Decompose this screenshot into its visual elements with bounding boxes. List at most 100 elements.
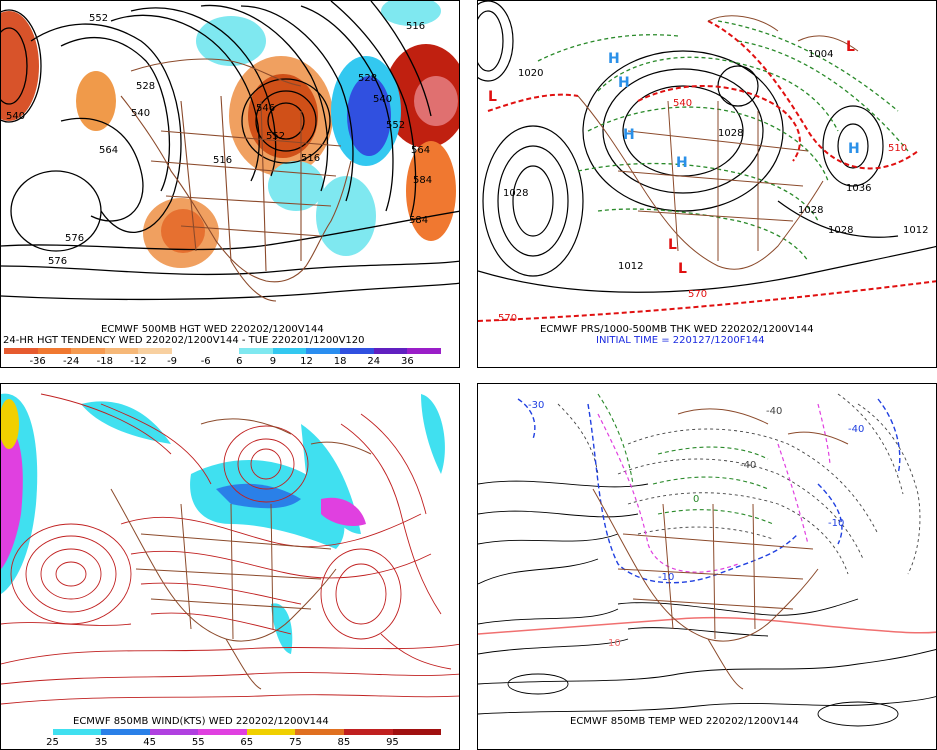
panel-title: ECMWF 500MB HGT WED 220202/1200V144 xyxy=(101,324,324,335)
map-850mb-wind xyxy=(1,393,459,705)
tendency-fill xyxy=(381,1,441,26)
map-pressure-thickness: H H H H H L L L L 1028 1028 1020 1012 10… xyxy=(478,1,936,324)
colorbar-tick-label: -12 xyxy=(130,356,147,367)
colorbar-swatch xyxy=(246,729,296,735)
streamlines xyxy=(1,393,459,705)
colorbar-swatch xyxy=(71,348,105,354)
contour-label: 1012 xyxy=(903,225,928,236)
panel-title: ECMWF 850MB WIND(KTS) WED 220202/1200V14… xyxy=(73,716,329,727)
pressure-centers: H H H H H L L L L xyxy=(488,39,860,277)
contour-label: 540 xyxy=(673,98,692,109)
contour-label: 552 xyxy=(266,131,285,142)
colorbar-tick-label: 9 xyxy=(269,356,277,367)
contour-label: 576 xyxy=(48,256,67,267)
contour-labels: 552 516 528 540 546 516 564 528 540 552 … xyxy=(6,13,432,267)
colorbar-swatch xyxy=(101,729,150,735)
colorbar-swatch xyxy=(205,348,240,354)
colorbar-swatch xyxy=(37,348,72,354)
contour-label: 1020 xyxy=(518,68,543,79)
wind-speed-fill xyxy=(1,399,19,449)
contour-label: 1012 xyxy=(618,261,643,272)
wind-speed-fill xyxy=(216,483,301,509)
wind-speed-colorbar-ticks: 25 35 45 55 65 75 85 95 xyxy=(4,737,441,749)
panel-500mb-height: 552 516 528 540 546 516 564 528 540 552 … xyxy=(0,0,460,368)
colorbar-tick-label: -9 xyxy=(167,356,178,367)
colorbar-swatch xyxy=(138,348,173,354)
contour-label: 510 xyxy=(888,143,907,154)
wind-speed-colorbar xyxy=(4,729,442,735)
colorbar-swatch xyxy=(407,348,441,354)
contour-label: 1028 xyxy=(798,205,823,216)
thickness-red-contours xyxy=(478,20,936,322)
low-pressure-symbol: L xyxy=(678,261,687,277)
contours-blue xyxy=(517,398,901,584)
temperature-contours xyxy=(478,480,936,727)
contour-label: 570 xyxy=(498,313,517,324)
contour-label: 528 xyxy=(136,81,155,92)
colorbar-tick-label: 18 xyxy=(333,356,347,367)
colorbar-swatch xyxy=(104,348,139,354)
panel-title: ECMWF PRS/1000-500MB THK WED 220202/1200… xyxy=(540,324,814,335)
colorbar-tick-label: 65 xyxy=(240,737,254,748)
contour-label: 576 xyxy=(65,233,84,244)
tendency-fill xyxy=(196,16,266,66)
contour-label: 584 xyxy=(413,175,432,186)
colorbar-tick-label: -6 xyxy=(200,356,211,367)
high-pressure-symbol: H xyxy=(623,127,635,143)
contour-label: 528 xyxy=(358,73,377,84)
coastlines xyxy=(577,15,859,270)
contour-label: 1028 xyxy=(503,188,528,199)
panel-850mb-wind: ECMWF 850MB WIND(KTS) WED 220202/1200V14… xyxy=(0,383,460,750)
low-pressure-symbol: L xyxy=(488,89,497,105)
wind-speed-fill xyxy=(271,603,293,654)
contour-labels: 1028 1028 1020 1012 1036 1028 1012 1028 … xyxy=(498,49,928,324)
colorbar-swatch xyxy=(149,729,199,735)
colorbar-swatch xyxy=(198,729,247,735)
cold-temperature-contours xyxy=(557,393,921,575)
colorbar-tick-label: 6 xyxy=(236,356,243,367)
thickness-contours xyxy=(537,20,909,262)
contour-label: 516 xyxy=(213,155,232,166)
tendency-fill xyxy=(316,176,376,256)
colorbar-tick-label: 55 xyxy=(191,737,205,748)
colorbar-swatch xyxy=(343,729,393,735)
colorbar-tick-label: 95 xyxy=(386,737,399,748)
colorbar-swatch xyxy=(373,348,408,354)
tendency-fill xyxy=(248,74,318,158)
colorbar-tick-label: 35 xyxy=(94,737,108,748)
coastlines xyxy=(120,58,352,302)
colorbar-swatch xyxy=(392,729,442,735)
height-contours xyxy=(1,1,459,301)
tendency-fill xyxy=(414,76,458,126)
contour-label: 1004 xyxy=(808,49,833,60)
panel-subtitle: INITIAL TIME = 220127/1200F144 xyxy=(596,335,765,346)
colorbar-tick-label: 24 xyxy=(367,356,381,367)
tendency-fill xyxy=(347,76,391,156)
contour-label: 540 xyxy=(131,108,150,119)
colorbar-tick-label: 12 xyxy=(300,356,313,367)
tendency-fill xyxy=(161,209,205,253)
freezing-contours-green xyxy=(597,393,774,525)
panel-subtitle: 24-HR HGT TENDENCY WED 220202/1200V144 -… xyxy=(3,335,365,346)
contour-label: 516 xyxy=(301,153,320,164)
contour-label: 516 xyxy=(406,21,425,32)
contour-label: -40 xyxy=(740,460,756,471)
contour-label: 570 xyxy=(688,289,707,300)
colorbar-swatch xyxy=(4,348,38,354)
contour-label: 1028 xyxy=(718,128,743,139)
colorbar-tick-label: 75 xyxy=(288,737,302,748)
coastlines xyxy=(592,408,849,690)
colorbar-swatch xyxy=(4,729,53,735)
contour-label: 552 xyxy=(386,120,405,131)
contour-label: 564 xyxy=(99,145,118,156)
colorbar-tick-label: -18 xyxy=(96,356,114,367)
contour-label: 540 xyxy=(6,111,25,122)
low-pressure-symbol: L xyxy=(846,39,855,55)
contour-label: 552 xyxy=(89,13,108,24)
colorbar-tick-label: 25 xyxy=(46,737,59,748)
colorbar-swatch xyxy=(172,348,206,354)
map-850mb-temperature: -30 -40 -40 -10 -40 -10 0 10 xyxy=(478,393,936,727)
map-500mb-height: 552 516 528 540 546 516 564 528 540 552 … xyxy=(1,1,459,302)
colorbar-tick-label: 36 xyxy=(401,356,414,367)
low-pressure-symbol: L xyxy=(668,237,677,253)
